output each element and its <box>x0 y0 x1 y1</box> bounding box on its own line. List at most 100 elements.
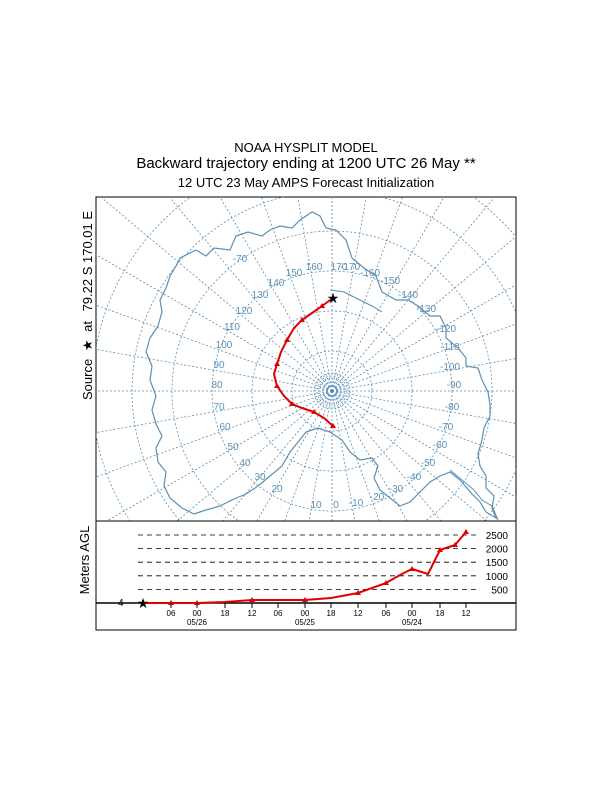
longitude-label: 50 <box>227 442 239 453</box>
time-tick-label: 00 <box>193 609 202 618</box>
trajectory-marker <box>284 337 290 342</box>
meridian-line <box>331 390 442 521</box>
longitude-label: 140 <box>268 278 285 289</box>
time-tick-label: 18 <box>221 609 230 618</box>
height-level-label: 2000 <box>486 545 509 556</box>
trajectory-marker <box>274 361 280 366</box>
meridian-line <box>331 390 516 498</box>
longitude-label: -50 <box>421 458 436 469</box>
longitude-label: -170 <box>340 262 360 273</box>
trajectory-marker <box>330 423 336 428</box>
meridian-line <box>331 197 496 392</box>
longitude-label: -70 <box>439 422 454 433</box>
longitude-label: 120 <box>236 306 253 317</box>
longitude-label: -140 <box>398 290 418 301</box>
date-label: 05/25 <box>295 618 316 627</box>
model-title: NOAA HYSPLIT MODEL <box>234 140 378 155</box>
height-marker <box>452 542 458 547</box>
longitude-label: 80 <box>211 380 223 391</box>
trajectory-marker <box>319 303 325 308</box>
longitude-label: 60 <box>219 422 231 433</box>
meridian-line <box>331 390 488 521</box>
height-level-label: 500 <box>491 585 508 596</box>
longitude-label: 30 <box>254 472 266 483</box>
time-tick-label: 18 <box>327 609 336 618</box>
height-level-label: 1000 <box>486 572 509 583</box>
height-marker <box>383 580 389 585</box>
longitude-label: 10 <box>310 500 322 511</box>
trajectory-marker <box>289 401 295 406</box>
meridian-line <box>297 197 333 392</box>
start-height-label: 4 <box>118 598 124 609</box>
meridian-line <box>96 304 333 392</box>
meridian-line <box>331 197 367 392</box>
longitude-label: -70 <box>233 254 248 265</box>
longitude-label: 160 <box>306 262 323 273</box>
time-tick-label: 12 <box>248 609 257 618</box>
height-marker <box>302 597 308 602</box>
date-label: 05/26 <box>187 618 208 627</box>
height-marker <box>463 529 469 534</box>
height-marker <box>168 600 174 605</box>
latitude-circle <box>316 375 348 407</box>
meridian-line <box>106 390 333 521</box>
longitude-label: 0 <box>333 500 339 511</box>
time-tick-label: 00 <box>301 609 310 618</box>
height-marker <box>355 590 361 595</box>
trajectory-markers <box>274 303 336 428</box>
meridian-line <box>100 197 333 392</box>
meridian-line <box>331 284 516 392</box>
longitude-label: 170 <box>331 262 348 273</box>
meridian-line <box>168 197 333 392</box>
longitude-label: -160 <box>360 268 380 279</box>
longitude-label: -20 <box>370 492 385 503</box>
height-profile <box>143 531 467 604</box>
meridian-line <box>331 358 516 392</box>
longitude-labels: 1701601501401301201101009080706050403020… <box>211 254 461 511</box>
meridian-line <box>219 197 333 392</box>
height-marker <box>409 566 415 571</box>
trajectory-path <box>272 297 334 427</box>
meridian-line <box>260 197 333 392</box>
meridian-line <box>331 390 380 521</box>
height-marker <box>249 597 255 602</box>
longitude-label: -40 <box>407 472 422 483</box>
meridian-line <box>222 390 333 521</box>
meridian-line <box>96 390 333 434</box>
date-label: 05/24 <box>402 618 423 627</box>
time-tick-label: 18 <box>436 609 445 618</box>
meridian-line <box>331 390 516 424</box>
height-start-star: ★ <box>137 595 150 611</box>
longitude-label: -90 <box>447 380 462 391</box>
meridian-line <box>331 236 516 392</box>
time-tick-label: 06 <box>382 609 391 618</box>
height-level-label: 1500 <box>486 558 509 569</box>
longitude-label: -120 <box>436 324 456 335</box>
time-tick-label: 06 <box>274 609 283 618</box>
meridian-line <box>308 390 333 521</box>
longitude-label: 70 <box>213 402 225 413</box>
trajectory-marker <box>311 409 317 414</box>
time-tick-label: 06 <box>167 609 176 618</box>
height-gridlines: 2500 2000 1500 1000 500 <box>138 531 508 596</box>
trajectory-marker <box>274 383 280 388</box>
meridian-line <box>331 390 356 521</box>
initialization-subtitle: 12 UTC 23 May AMPS Forecast Initializati… <box>177 175 435 190</box>
longitude-label: 110 <box>224 322 240 333</box>
time-tick-label: 12 <box>462 609 471 618</box>
longitude-label: 100 <box>216 340 233 351</box>
time-tick-label: 12 <box>354 609 363 618</box>
longitude-label: 40 <box>239 458 251 469</box>
longitude-label: -150 <box>380 276 400 287</box>
longitude-label: 90 <box>213 360 225 371</box>
time-axis: 06 00 18 12 06 00 18 12 06 00 18 12 05/26 05/25 05/24 <box>167 603 471 627</box>
height-level-label: 2500 <box>486 531 509 542</box>
trajectory-title: Backward trajectory ending at 1200 UTC 2… <box>136 155 476 172</box>
longitude-label: -60 <box>433 440 448 451</box>
meridian-line <box>176 390 333 521</box>
longitude-label: -10 <box>349 498 364 509</box>
height-marker <box>194 600 200 605</box>
